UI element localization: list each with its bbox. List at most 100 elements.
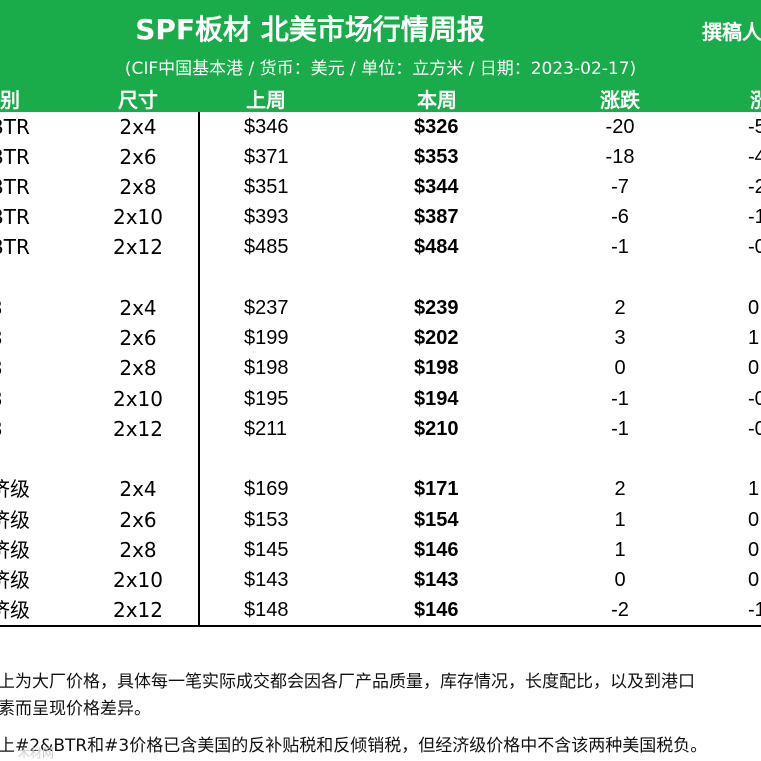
cell-size: 2x4 [119,477,157,501]
cell-change: 0 [614,357,626,379]
cell-size: 2x6 [119,508,157,532]
cell-change: -1 [611,418,629,440]
cell-last-week: $148 [244,599,289,621]
cell-size: 2x10 [112,205,163,229]
table-row: 3 2x12 $211 $210 -1 -0 [0,414,761,444]
cell-category: 济级 [0,568,30,592]
cell-this-week: $210 [414,418,459,440]
cell-change: 3 [614,327,626,349]
cell-pct: 0 [748,357,760,379]
cell-size: 2x8 [119,538,157,562]
cell-change: -18 [605,146,635,168]
cell-size: 2x6 [119,145,157,169]
col-header-this-week: 本周 [417,88,457,112]
cell-pct: -5 [748,116,761,138]
report-title: SPF板材 北美市场行情周报 [135,13,485,46]
cell-this-week: $194 [414,388,459,410]
cell-pct: 0 [748,509,760,531]
col-header-change: 涨跌 [600,88,640,112]
cell-category: 济级 [0,538,30,562]
cell-category: BTR [0,175,30,199]
col-header-last-week: 上周 [246,88,286,112]
cell-category: 3 [0,384,38,414]
cell-change: -2 [611,599,629,621]
cell-this-week: $353 [414,146,459,168]
table-row: 济级 2x4 $169 $171 2 1 [0,474,761,504]
cell-pct: -1 [748,599,761,621]
cell-category: 济级 [0,598,30,622]
cell-this-week: $146 [414,599,459,621]
cell-this-week: $202 [414,327,459,349]
cell-pct: -0 [748,418,761,440]
table-vertical-divider [198,112,200,626]
cell-pct: -4 [748,146,761,168]
table-row: BTR 2x6 $371 $353 -18 -4 [0,142,761,172]
cell-size: 2x12 [112,598,163,622]
table-row: 3 2x6 $199 $202 3 1 [0,323,761,353]
col-header-category: 别 [0,88,20,112]
cell-last-week: $211 [244,418,288,440]
cell-pct: 1 [748,478,760,500]
cell-last-week: $351 [244,176,289,198]
cell-pct: -0 [748,236,761,258]
cell-category: 济级 [0,508,30,532]
cell-last-week: $195 [244,388,289,410]
cell-last-week: $169 [244,478,289,500]
cell-last-week: $346 [244,116,289,138]
cell-this-week: $239 [414,297,459,319]
table-row: BTR 2x4 $346 $326 -20 -5 [0,112,761,142]
table-row: 济级 2x6 $153 $154 1 0 [0,505,761,535]
table-row: 济级 2x12 $148 $146 -2 -1 [0,595,761,625]
cell-this-week: $344 [414,176,459,198]
col-header-pct: 涨 [750,88,761,112]
cell-pct: 0 [748,569,760,591]
cell-category: 3 [0,414,38,444]
cell-change: 1 [614,539,626,561]
cell-category: BTR [0,235,30,259]
cell-size: 2x8 [119,356,157,380]
cell-size: 2x8 [119,175,157,199]
cell-last-week: $143 [244,569,289,591]
cell-this-week: $171 [414,478,459,500]
cell-change: 0 [614,569,626,591]
cell-change: -20 [605,116,635,138]
cell-change: 1 [614,509,626,531]
cell-size: 2x12 [112,235,163,259]
footnote-line: 上#2&BTR和#3价格已含美国的反补贴税和反倾销税，但经济级价格中不含该两种美… [0,736,708,756]
cell-last-week: $371 [244,146,289,168]
cell-pct: -2 [748,176,761,198]
table-row: 济级 2x10 $143 $143 0 0 [0,565,761,595]
cell-this-week: $154 [414,509,459,531]
table-row: BTR 2x12 $485 $484 -1 -0 [0,232,761,262]
cell-this-week: $484 [414,236,459,258]
cell-category: 济级 [0,477,30,501]
footnote-line: 上为大厂价格，具体每一笔实际成交都会因各厂产品质量，库存情况，长度配比，以及到港… [0,672,695,692]
cell-category: BTR [0,205,30,229]
cell-category: 3 [0,293,38,323]
table-bottom-border [0,625,761,627]
cell-last-week: $393 [244,206,289,228]
cell-category: BTR [0,115,30,139]
cell-category: 3 [0,353,38,383]
cell-this-week: $326 [414,116,459,138]
cell-category: 3 [0,323,38,353]
cell-last-week: $485 [244,236,289,258]
cell-this-week: $146 [414,539,459,561]
author-label: 撰稿人 [702,20,761,44]
cell-change: 2 [614,297,626,319]
cell-size: 2x10 [112,387,163,411]
table-row: 济级 2x8 $145 $146 1 0 [0,535,761,565]
cell-pct: 1 [748,327,760,349]
cell-size: 2x10 [112,568,163,592]
table-row: BTR 2x10 $393 $387 -6 -1 [0,202,761,232]
cell-category: BTR [0,145,30,169]
col-header-size: 尺寸 [118,88,158,112]
cell-size: 2x4 [119,115,157,139]
cell-last-week: $153 [244,509,289,531]
cell-size: 2x4 [119,296,157,320]
cell-last-week: $198 [244,357,289,379]
cell-last-week: $199 [244,327,289,349]
cell-pct: 0 [748,297,760,319]
table-row: 3 2x10 $195 $194 -1 -0 [0,384,761,414]
report-subtitle: (CIF中国基本港 / 货币：美元 / 单位：立方米 / 日期：2023-02-… [124,59,637,79]
